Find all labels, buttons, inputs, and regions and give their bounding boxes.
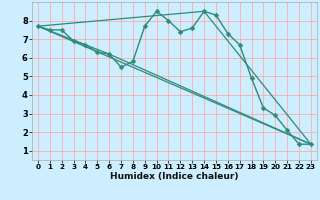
X-axis label: Humidex (Indice chaleur): Humidex (Indice chaleur) (110, 172, 239, 181)
